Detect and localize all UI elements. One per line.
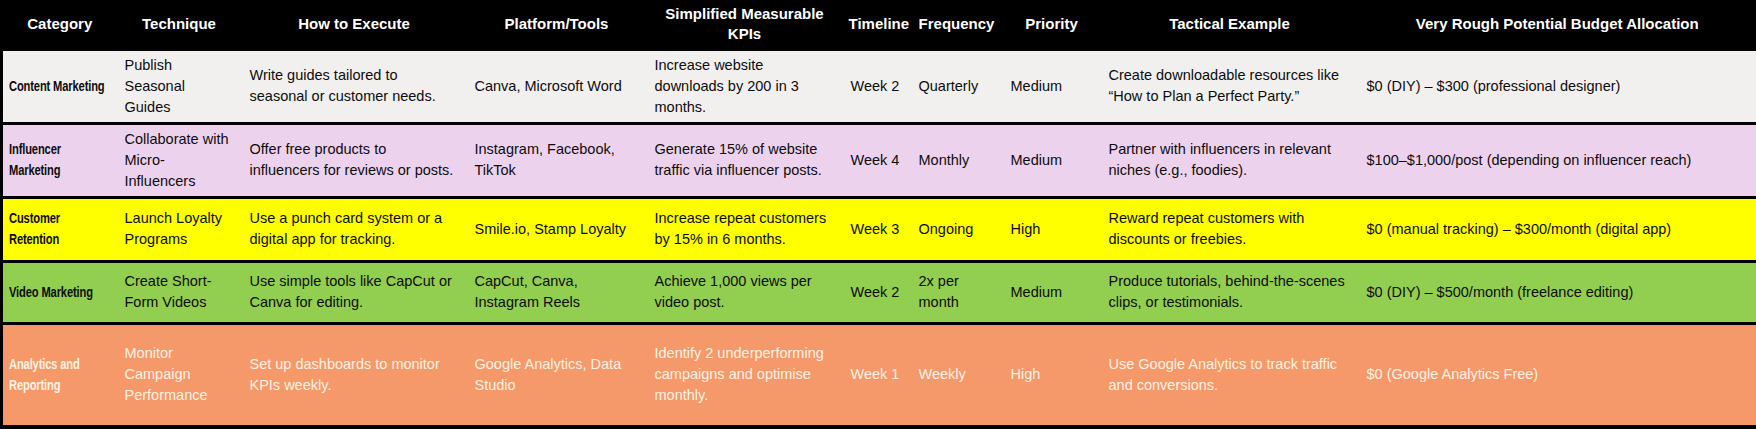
cell-category: Analytics and Reporting (2, 323, 117, 427)
table-row-video-marketing: Video Marketing Create Short-Form Videos… (2, 261, 1756, 323)
cell-budget: $0 (Google Analytics Free) (1359, 323, 1756, 427)
cell-kpis: Generate 15% of website traffic via infl… (647, 123, 843, 197)
cell-budget: $100–$1,000/post (depending on influence… (1359, 123, 1756, 197)
cell-timeline: Week 3 (843, 197, 911, 261)
column-header-priority: Priority (1003, 0, 1101, 49)
cell-technique: Publish Seasonal Guides (117, 49, 242, 123)
category-label: Video Marketing (9, 282, 109, 303)
cell-category: Video Marketing (2, 261, 117, 323)
column-header-tactical-example: Tactical Example (1101, 0, 1359, 49)
cell-how-to-execute: Set up dashboards to monitor KPIs weekly… (242, 323, 467, 427)
marketing-plan-table-screenshot: Category Technique How to Execute Platfo… (0, 0, 1756, 429)
column-header-timeline: Timeline (843, 0, 911, 49)
cell-kpis: Identify 2 underperforming campaigns and… (647, 323, 843, 427)
cell-kpis: Increase website downloads by 200 in 3 m… (647, 49, 843, 123)
cell-technique: Create Short-Form Videos (117, 261, 242, 323)
cell-budget: $0 (DIY) – $300 (professional designer) (1359, 49, 1756, 123)
cell-timeline: Week 4 (843, 123, 911, 197)
cell-timeline: Week 2 (843, 49, 911, 123)
cell-platform-tools: CapCut, Canva, Instagram Reels (467, 261, 647, 323)
cell-category: Content Marketing (2, 49, 117, 123)
header-row: Category Technique How to Execute Platfo… (2, 0, 1756, 49)
category-label: Content Marketing (9, 76, 109, 97)
column-header-frequency: Frequency (911, 0, 1003, 49)
table-row-content-marketing: Content Marketing Publish Seasonal Guide… (2, 49, 1756, 123)
cell-category: Customer Retention (2, 197, 117, 261)
column-header-budget-allocation: Very Rough Potential Budget Allocation (1359, 0, 1756, 49)
column-header-technique: Technique (117, 0, 242, 49)
cell-priority: Medium (1003, 123, 1101, 197)
cell-how-to-execute: Write guides tailored to seasonal or cus… (242, 49, 467, 123)
cell-platform-tools: Canva, Microsoft Word (467, 49, 647, 123)
cell-frequency: Weekly (911, 323, 1003, 427)
category-label: Analytics and Reporting (9, 354, 109, 396)
table-row-customer-retention: Customer Retention Launch Loyalty Progra… (2, 197, 1756, 261)
column-header-platform-tools: Platform/Tools (467, 0, 647, 49)
cell-how-to-execute: Use a punch card system or a digital app… (242, 197, 467, 261)
cell-kpis: Achieve 1,000 views per video post. (647, 261, 843, 323)
cell-budget: $0 (DIY) – $500/month (freelance editing… (1359, 261, 1756, 323)
cell-how-to-execute: Use simple tools like CapCut or Canva fo… (242, 261, 467, 323)
cell-tactical-example: Produce tutorials, behind-the-scenes cli… (1101, 261, 1359, 323)
column-header-how-to-execute: How to Execute (242, 0, 467, 49)
category-label: Customer Retention (9, 208, 109, 250)
table-row-influencer-marketing: Influencer Marketing Collaborate with Mi… (2, 123, 1756, 197)
cell-budget: $0 (manual tracking) – $300/month (digit… (1359, 197, 1756, 261)
marketing-tactics-table: Category Technique How to Execute Platfo… (0, 0, 1756, 429)
cell-tactical-example: Use Google Analytics to track traffic an… (1101, 323, 1359, 427)
cell-timeline: Week 2 (843, 261, 911, 323)
cell-technique: Monitor Campaign Performance (117, 323, 242, 427)
cell-frequency: Monthly (911, 123, 1003, 197)
cell-technique: Collaborate with Micro-Influencers (117, 123, 242, 197)
cell-category: Influencer Marketing (2, 123, 117, 197)
cell-kpis: Increase repeat customers by 15% in 6 mo… (647, 197, 843, 261)
cell-platform-tools: Smile.io, Stamp Loyalty (467, 197, 647, 261)
cell-technique: Launch Loyalty Programs (117, 197, 242, 261)
column-header-category: Category (2, 0, 117, 49)
category-label: Influencer Marketing (9, 139, 109, 181)
table-row-analytics-and-reporting: Analytics and Reporting Monitor Campaign… (2, 323, 1756, 427)
cell-timeline: Week 1 (843, 323, 911, 427)
cell-platform-tools: Google Analytics, Data Studio (467, 323, 647, 427)
cell-frequency: Quarterly (911, 49, 1003, 123)
cell-how-to-execute: Offer free products to influencers for r… (242, 123, 467, 197)
column-header-kpis: Simplified Measurable KPIs (647, 0, 843, 49)
cell-frequency: Ongoing (911, 197, 1003, 261)
cell-frequency: 2x per month (911, 261, 1003, 323)
cell-priority: High (1003, 323, 1101, 427)
cell-tactical-example: Partner with influencers in relevant nic… (1101, 123, 1359, 197)
cell-tactical-example: Reward repeat customers with discounts o… (1101, 197, 1359, 261)
cell-tactical-example: Create downloadable resources like “How … (1101, 49, 1359, 123)
cell-priority: Medium (1003, 49, 1101, 123)
cell-platform-tools: Instagram, Facebook, TikTok (467, 123, 647, 197)
cell-priority: High (1003, 197, 1101, 261)
cell-priority: Medium (1003, 261, 1101, 323)
